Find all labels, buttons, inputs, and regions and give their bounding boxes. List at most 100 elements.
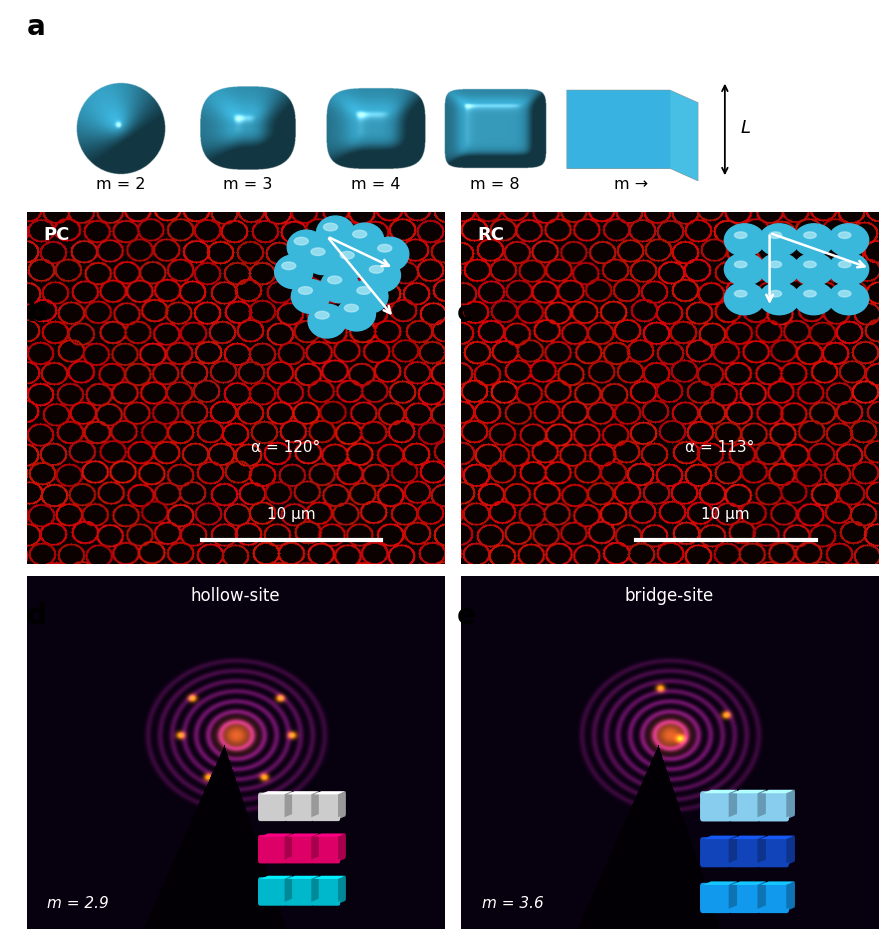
Text: m = 4: m = 4 [351, 176, 400, 191]
FancyBboxPatch shape [284, 879, 313, 906]
Polygon shape [702, 882, 736, 885]
Polygon shape [785, 836, 794, 863]
FancyBboxPatch shape [728, 885, 759, 913]
Polygon shape [728, 837, 736, 864]
FancyBboxPatch shape [700, 885, 730, 913]
Polygon shape [314, 835, 346, 838]
Polygon shape [702, 884, 736, 887]
FancyBboxPatch shape [258, 794, 286, 821]
Text: α = 113°: α = 113° [684, 441, 753, 456]
Polygon shape [757, 837, 765, 864]
FancyBboxPatch shape [284, 836, 313, 862]
Ellipse shape [724, 253, 764, 285]
Polygon shape [311, 878, 318, 904]
Polygon shape [314, 876, 346, 879]
Polygon shape [338, 834, 346, 859]
Polygon shape [702, 836, 736, 840]
Polygon shape [260, 836, 291, 839]
Polygon shape [284, 877, 291, 903]
Polygon shape [284, 791, 291, 817]
Polygon shape [731, 883, 765, 886]
Polygon shape [702, 790, 736, 794]
Polygon shape [314, 834, 346, 837]
Ellipse shape [768, 291, 781, 297]
FancyBboxPatch shape [311, 877, 339, 903]
FancyBboxPatch shape [284, 837, 313, 863]
Polygon shape [757, 790, 765, 817]
Polygon shape [287, 876, 318, 879]
Ellipse shape [828, 224, 867, 256]
Polygon shape [702, 838, 736, 841]
FancyBboxPatch shape [757, 793, 788, 821]
Ellipse shape [377, 245, 392, 252]
Polygon shape [759, 792, 794, 795]
FancyBboxPatch shape [728, 791, 759, 820]
Polygon shape [728, 883, 736, 910]
FancyBboxPatch shape [311, 837, 339, 863]
FancyBboxPatch shape [311, 836, 339, 862]
FancyBboxPatch shape [258, 877, 286, 903]
Ellipse shape [349, 280, 387, 313]
Polygon shape [311, 836, 318, 862]
Ellipse shape [734, 291, 746, 297]
Polygon shape [314, 794, 346, 796]
Polygon shape [759, 790, 794, 794]
FancyBboxPatch shape [728, 794, 759, 822]
Ellipse shape [768, 232, 781, 238]
FancyBboxPatch shape [757, 885, 788, 913]
Ellipse shape [837, 291, 850, 297]
FancyBboxPatch shape [258, 879, 286, 906]
Text: bridge-site: bridge-site [624, 587, 713, 605]
Polygon shape [314, 878, 346, 881]
Polygon shape [759, 838, 794, 841]
Polygon shape [314, 793, 346, 795]
Ellipse shape [282, 262, 295, 269]
Ellipse shape [333, 244, 371, 278]
Polygon shape [338, 878, 346, 904]
FancyBboxPatch shape [700, 793, 730, 821]
Polygon shape [260, 876, 291, 879]
Ellipse shape [311, 248, 324, 255]
Ellipse shape [291, 280, 329, 313]
Ellipse shape [353, 231, 366, 238]
FancyBboxPatch shape [757, 884, 788, 912]
FancyBboxPatch shape [700, 794, 730, 822]
Polygon shape [287, 791, 318, 794]
Ellipse shape [337, 297, 375, 331]
Ellipse shape [323, 223, 337, 231]
Text: b: b [27, 299, 46, 326]
Text: hollow-site: hollow-site [190, 587, 280, 605]
Polygon shape [731, 882, 765, 885]
FancyBboxPatch shape [757, 837, 788, 865]
FancyBboxPatch shape [258, 793, 286, 819]
Text: m = 2.9: m = 2.9 [48, 896, 109, 911]
Ellipse shape [758, 282, 798, 315]
Ellipse shape [275, 255, 313, 289]
Text: m = 8: m = 8 [470, 176, 519, 191]
Text: 10 μm: 10 μm [267, 507, 315, 522]
Polygon shape [785, 883, 794, 910]
Polygon shape [284, 836, 291, 862]
Polygon shape [338, 835, 346, 860]
FancyBboxPatch shape [728, 837, 759, 865]
Polygon shape [757, 791, 765, 818]
Ellipse shape [315, 311, 329, 319]
Ellipse shape [724, 224, 764, 256]
Ellipse shape [362, 258, 400, 292]
FancyBboxPatch shape [311, 879, 339, 906]
Polygon shape [338, 791, 346, 817]
FancyBboxPatch shape [284, 794, 313, 821]
Polygon shape [260, 834, 291, 837]
Polygon shape [757, 838, 765, 865]
FancyBboxPatch shape [728, 793, 759, 821]
Ellipse shape [734, 232, 746, 238]
Polygon shape [287, 835, 318, 838]
FancyBboxPatch shape [258, 878, 286, 904]
Polygon shape [759, 837, 794, 840]
Text: m = 3.6: m = 3.6 [481, 896, 543, 911]
Polygon shape [785, 791, 794, 818]
Polygon shape [314, 877, 346, 880]
Ellipse shape [724, 282, 764, 315]
Polygon shape [338, 876, 346, 901]
Text: $L$: $L$ [739, 119, 750, 138]
